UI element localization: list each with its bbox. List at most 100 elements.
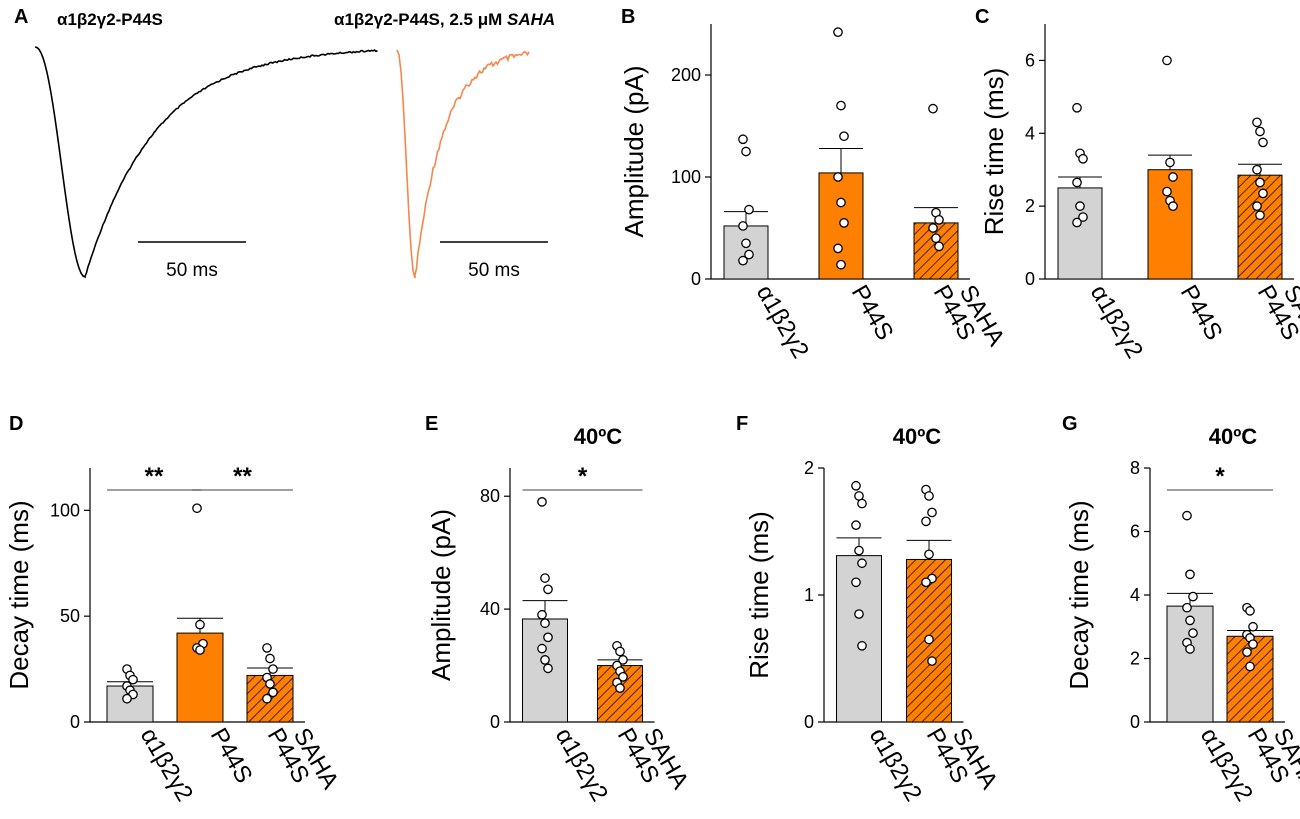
data-point [836, 197, 846, 208]
data-point [1255, 210, 1265, 221]
y-axis-label: Amplitude (pA) [619, 66, 649, 238]
y-axis-label: Rise time (ms) [979, 68, 1009, 236]
panel-title: 40ºC [893, 424, 942, 449]
y-tick-label: 0 [804, 712, 814, 732]
category-label: P44S [1175, 281, 1228, 345]
data-point [921, 516, 931, 527]
data-point [1252, 164, 1262, 175]
data-point [839, 131, 849, 142]
data-point [833, 172, 843, 182]
panel-a: A α1β2γ2-P44S α1β2γ2-P44S, 2.5 μM SAHA 5… [14, 6, 555, 281]
y-tick-label: 4 [1130, 585, 1140, 605]
y-tick-label: 40 [480, 599, 500, 619]
data-point [738, 134, 748, 145]
data-point [128, 674, 138, 685]
trace-saha [396, 49, 530, 279]
data-point [540, 618, 550, 629]
data-point [1245, 661, 1255, 672]
panel-title: 40ºC [1209, 424, 1258, 449]
data-point [262, 643, 272, 653]
data-point [744, 204, 754, 215]
y-tick-label: 0 [1025, 269, 1035, 289]
data-point [1248, 621, 1258, 632]
data-point [836, 259, 846, 270]
data-point [265, 653, 275, 664]
scale-bar-1-label: 50 ms [166, 260, 218, 281]
category-label: α1β2γ2 [550, 724, 613, 807]
y-tick-label: 6 [1130, 522, 1140, 542]
data-point [833, 243, 843, 254]
data-point [1255, 126, 1265, 137]
data-point [1252, 201, 1262, 211]
y-axis-label: Amplitude (pA) [426, 509, 456, 681]
data-point [195, 645, 205, 655]
data-point [268, 687, 278, 698]
data-point [537, 609, 547, 620]
y-tick-label: 0 [70, 712, 80, 732]
y-tick-label: 4 [1025, 123, 1035, 143]
y-tick-label: 8 [1130, 458, 1140, 478]
category-label: α1β2γ2 [864, 724, 927, 807]
data-point [537, 643, 547, 654]
data-point [1165, 157, 1175, 168]
scale-bar-2-label: 50 ms [468, 260, 520, 281]
data-point [1182, 602, 1192, 613]
data-point [934, 214, 944, 225]
data-point [1072, 217, 1082, 228]
trace-control [34, 46, 378, 279]
data-point [928, 103, 938, 114]
data-point [1188, 591, 1198, 602]
significance-label: * [578, 463, 588, 490]
data-point [618, 655, 628, 665]
y-tick-label: 6 [1025, 50, 1035, 70]
y-tick-label: 2 [1025, 196, 1035, 216]
data-point [1168, 172, 1178, 182]
data-point [1078, 153, 1088, 164]
data-point [921, 577, 931, 588]
significance-label: ** [145, 463, 164, 490]
y-axis-label: Rise time (ms) [744, 511, 774, 679]
panel-label: E [425, 413, 438, 435]
data-point [543, 632, 553, 643]
data-point [1188, 628, 1198, 638]
data-point [1072, 177, 1082, 188]
data-point [192, 503, 202, 514]
data-point [1252, 117, 1262, 128]
panel-title: 40ºC [574, 424, 623, 449]
y-tick-label: 100 [671, 167, 701, 187]
data-point [1258, 188, 1268, 199]
data-point [924, 634, 934, 645]
data-point [854, 545, 864, 556]
y-tick-label: 0 [1130, 712, 1140, 732]
data-point [1075, 201, 1085, 211]
y-tick-label: 2 [804, 458, 814, 478]
data-point [265, 679, 275, 689]
bar-2 [1147, 169, 1193, 280]
data-point [741, 238, 751, 249]
data-point [540, 655, 550, 665]
data-point [1258, 137, 1268, 148]
data-point [195, 619, 205, 630]
y-axis-label: Decay time (ms) [4, 500, 34, 689]
significance-label: * [1215, 463, 1225, 490]
y-tick-label: 100 [50, 500, 80, 520]
data-point [927, 507, 937, 518]
data-point [1185, 615, 1195, 626]
data-point [1072, 102, 1082, 113]
y-tick-label: 1 [804, 585, 814, 605]
data-point [122, 693, 132, 704]
trace2-title: α1β2γ2-P44S, 2.5 μM SAHA [334, 10, 555, 29]
data-point [1185, 644, 1195, 654]
data-point [854, 609, 864, 619]
y-tick-label: 80 [480, 486, 500, 506]
data-point [738, 221, 748, 231]
category-label: P44S [205, 724, 258, 788]
data-point [1242, 647, 1252, 658]
y-tick-label: 200 [671, 65, 701, 85]
data-point [934, 241, 944, 252]
data-point [833, 27, 843, 38]
category-label: P44S [846, 281, 899, 345]
